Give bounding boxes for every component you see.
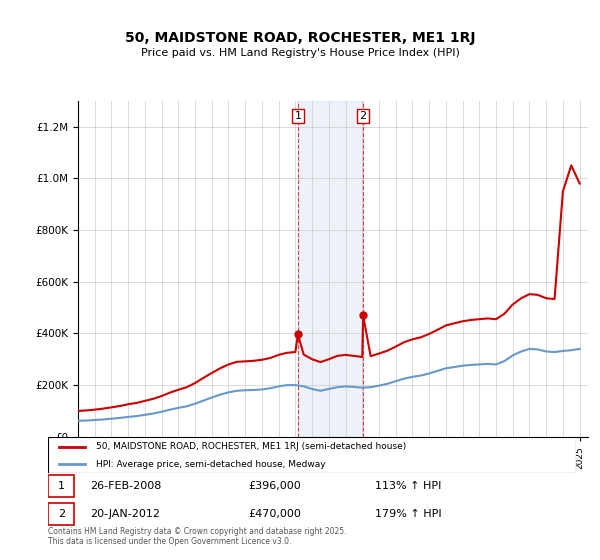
Text: 2: 2 (359, 111, 367, 121)
Text: 179% ↑ HPI: 179% ↑ HPI (376, 509, 442, 519)
FancyBboxPatch shape (48, 503, 74, 525)
Text: 50, MAIDSTONE ROAD, ROCHESTER, ME1 1RJ: 50, MAIDSTONE ROAD, ROCHESTER, ME1 1RJ (125, 31, 475, 45)
Text: 1: 1 (58, 481, 65, 491)
Bar (298, 101, 363, 437)
Text: £396,000: £396,000 (248, 481, 301, 491)
Text: 2: 2 (58, 509, 65, 519)
Text: £470,000: £470,000 (248, 509, 302, 519)
FancyBboxPatch shape (48, 437, 576, 473)
Text: 26-FEB-2008: 26-FEB-2008 (90, 481, 161, 491)
Text: 20-JAN-2012: 20-JAN-2012 (90, 509, 160, 519)
FancyBboxPatch shape (48, 475, 74, 497)
Text: 50, MAIDSTONE ROAD, ROCHESTER, ME1 1RJ (semi-detached house): 50, MAIDSTONE ROAD, ROCHESTER, ME1 1RJ (… (95, 442, 406, 451)
Text: HPI: Average price, semi-detached house, Medway: HPI: Average price, semi-detached house,… (95, 460, 325, 469)
Text: Price paid vs. HM Land Registry's House Price Index (HPI): Price paid vs. HM Land Registry's House … (140, 48, 460, 58)
Text: 1: 1 (295, 111, 301, 121)
Text: 113% ↑ HPI: 113% ↑ HPI (376, 481, 442, 491)
Text: Contains HM Land Registry data © Crown copyright and database right 2025.
This d: Contains HM Land Registry data © Crown c… (48, 526, 347, 546)
